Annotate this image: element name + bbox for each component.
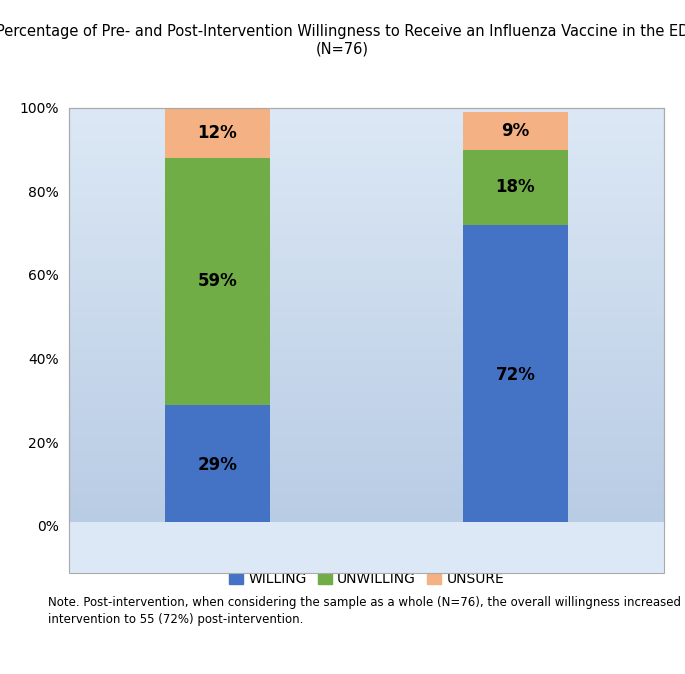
Text: 59%: 59% — [197, 272, 238, 290]
Bar — [165, 404, 270, 526]
Text: Note. Post-intervention, when considering the sample as a whole (N=76), the over: Note. Post-intervention, when considerin… — [48, 596, 685, 627]
Text: (N=76): (N=76) — [316, 42, 369, 57]
Bar — [463, 112, 568, 150]
Text: 29%: 29% — [197, 456, 238, 474]
Text: 9%: 9% — [501, 122, 530, 140]
Legend: WILLING, UNWILLING, UNSURE: WILLING, UNWILLING, UNSURE — [223, 567, 510, 592]
Bar — [463, 225, 568, 526]
Text: 18%: 18% — [496, 178, 535, 196]
Text: Percentage of Pre- and Post-Intervention Willingness to Receive an Influenza Vac: Percentage of Pre- and Post-Intervention… — [0, 24, 685, 38]
Bar — [165, 158, 270, 404]
Text: 72%: 72% — [495, 366, 536, 384]
Bar — [463, 150, 568, 225]
Text: 12%: 12% — [197, 124, 238, 142]
Bar — [165, 108, 270, 158]
